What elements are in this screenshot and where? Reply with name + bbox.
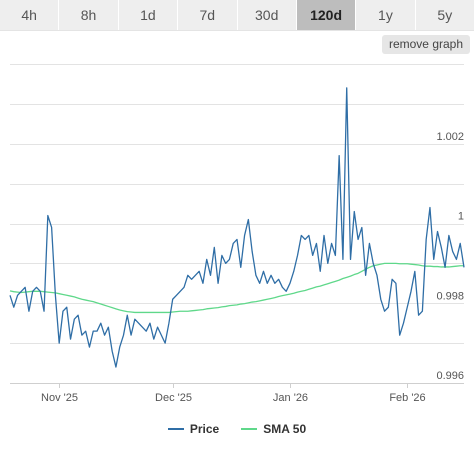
tab-1y[interactable]: 1y	[356, 0, 416, 30]
price-line	[9, 87, 465, 368]
legend-label-price: Price	[189, 422, 220, 436]
remove-graph-button[interactable]: remove graph	[382, 35, 470, 54]
sma50-line	[9, 262, 464, 314]
y-tick-label-1: 0.998	[436, 290, 464, 302]
tab-120d[interactable]: 120d	[296, 0, 357, 30]
legend-item-sma50[interactable]: SMA 50	[241, 422, 306, 436]
tab-4h[interactable]: 4h	[0, 0, 60, 30]
timeframe-tabs: 4h 8h 1d 7d 30d 120d 1y 5y	[0, 0, 474, 31]
tab-30d[interactable]: 30d	[237, 0, 297, 30]
x-tick-label-2: Jan '26	[273, 392, 308, 404]
legend-item-price[interactable]: Price	[167, 422, 220, 436]
price-swatch	[167, 428, 184, 430]
tab-7d[interactable]: 7d	[178, 0, 238, 30]
chart-legend: Price SMA 50	[0, 418, 474, 440]
x-tick-label-3: Feb '26	[389, 392, 425, 404]
x-tick-label-1: Dec '25	[155, 392, 192, 404]
tab-5y[interactable]: 5y	[415, 0, 474, 30]
x-tick-label-0: Nov '25	[41, 392, 78, 404]
series-lines	[9, 87, 465, 368]
y-axis-labels: 0.996 0.998 1 1.002	[436, 131, 464, 382]
grid-lines	[10, 64, 464, 384]
legend-label-sma50: SMA 50	[263, 422, 307, 436]
y-tick-label-0: 0.996	[436, 370, 464, 382]
y-tick-label-3: 1.002	[436, 131, 464, 143]
tab-1d[interactable]: 1d	[118, 0, 179, 30]
x-axis-labels: Nov '25 Dec '25 Jan '26 Feb '26	[41, 383, 426, 404]
y-tick-label-2: 1	[458, 211, 464, 223]
sma-swatch	[241, 428, 258, 430]
tab-8h[interactable]: 8h	[59, 0, 119, 30]
